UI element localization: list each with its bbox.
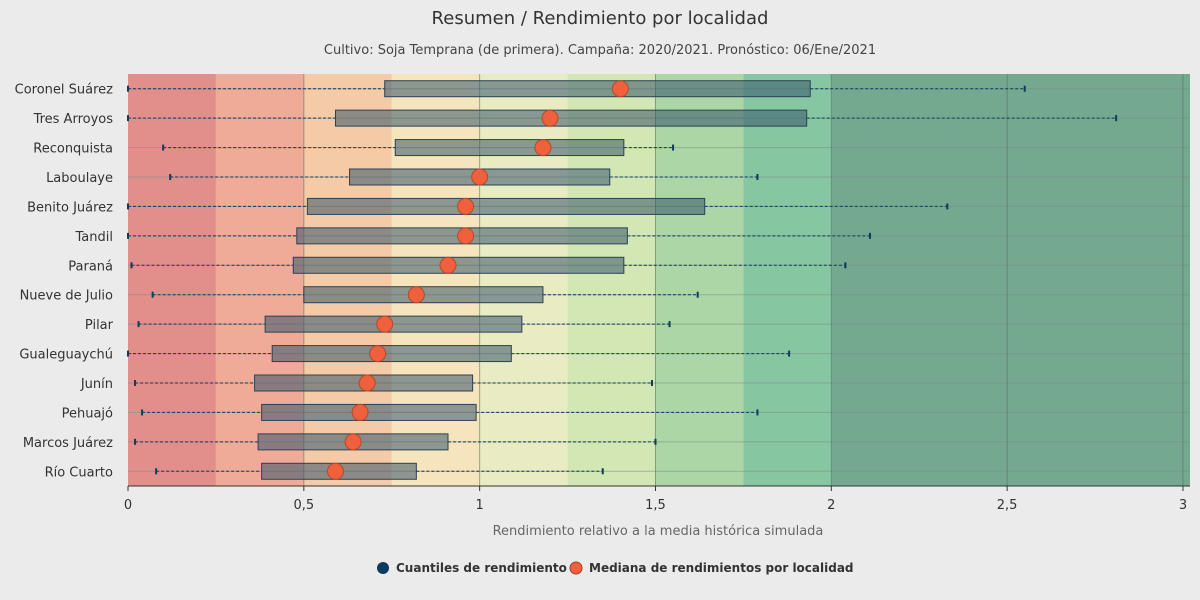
box-6 (130, 256, 847, 274)
median-point (358, 374, 376, 392)
box-2 (162, 139, 675, 157)
box-iqr (271, 345, 512, 363)
box-11 (141, 403, 759, 421)
category-label: Pehuajó (62, 406, 113, 421)
median-series (326, 80, 629, 480)
category-label: Junín (80, 377, 113, 392)
box-iqr (384, 80, 811, 98)
plot-area (127, 74, 1190, 486)
category-label: Coronel Suárez (15, 83, 114, 98)
legend: Cuantiles de rendimiento Mediana de rend… (377, 561, 854, 575)
box-9 (127, 345, 791, 363)
x-tick-label: 1,5 (645, 498, 666, 513)
box-iqr (261, 403, 477, 421)
median-point (376, 315, 394, 333)
box-iqr (306, 197, 706, 215)
box-iqr (264, 315, 523, 333)
box-0 (127, 80, 1026, 98)
box-4 (127, 197, 949, 215)
median-point (457, 197, 475, 215)
performance-bands (128, 74, 1190, 486)
median-point (611, 80, 629, 98)
median-point (351, 403, 369, 421)
median-point (534, 139, 552, 157)
category-label: Tandil (75, 230, 113, 245)
category-label: Tres Arroyos (33, 112, 114, 127)
band-5 (567, 74, 656, 486)
x-axis-title: Rendimiento relativo a la media históric… (493, 524, 824, 539)
median-point (541, 109, 559, 127)
legend-marker-quantiles (377, 562, 389, 574)
legend-label-quantiles: Cuantiles de rendimiento (396, 561, 567, 575)
band-3 (391, 74, 480, 486)
x-tick-label: 3 (1179, 498, 1187, 513)
category-label: Pilar (85, 318, 114, 333)
x-tick-label: 0 (124, 498, 132, 513)
band-2 (303, 74, 392, 486)
box-iqr (394, 139, 625, 157)
band-1 (215, 74, 304, 486)
value-axis: 0 0,5 1 1,5 2 2,5 3 (124, 486, 1187, 513)
category-label: Laboulaye (46, 171, 113, 186)
category-label: Gualeguaychú (19, 348, 113, 363)
band-8 (831, 74, 1190, 486)
category-axis: Coronel Suárez Tres Arroyos Reconquista Lab… (15, 83, 114, 481)
band-7 (743, 74, 832, 486)
median-point (326, 462, 344, 480)
x-tick-label: 2,5 (997, 498, 1018, 513)
median-point (439, 256, 457, 274)
legend-item-median[interactable]: Mediana de rendimientos por localidad (569, 561, 854, 575)
median-point (344, 433, 362, 451)
median-point (369, 345, 387, 363)
category-label: Reconquista (33, 142, 113, 157)
band-6 (655, 74, 744, 486)
band-4 (479, 74, 568, 486)
box-8 (137, 315, 671, 333)
box-iqr (292, 256, 625, 274)
category-label: Benito Juárez (27, 200, 113, 215)
category-label: Río Cuarto (45, 465, 113, 480)
median-point (471, 168, 489, 186)
legend-marker-median (569, 561, 583, 575)
box-1 (127, 109, 1118, 127)
boxplot-series (127, 80, 1118, 480)
category-label: Marcos Juárez (23, 436, 113, 451)
band-0 (128, 74, 216, 486)
category-label: Paraná (68, 259, 113, 274)
chart-subtitle: Cultivo: Soja Temprana (de primera). Cam… (324, 43, 876, 58)
chart-title: Resumen / Rendimiento por localidad (432, 8, 769, 29)
x-tick-label: 1 (476, 498, 484, 513)
x-tick-label: 0,5 (293, 498, 314, 513)
legend-label-median: Mediana de rendimientos por localidad (589, 561, 854, 575)
legend-item-quantiles[interactable]: Cuantiles de rendimiento (377, 561, 567, 575)
median-point (457, 227, 475, 245)
median-point (407, 286, 425, 304)
box-iqr (334, 109, 808, 127)
category-label: Nueve de Julio (20, 289, 113, 304)
x-tick-label: 2 (827, 498, 835, 513)
